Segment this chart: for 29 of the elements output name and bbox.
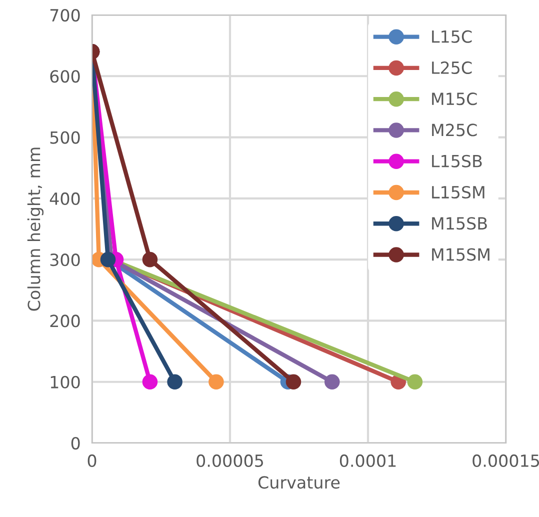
point [208,374,224,390]
legend-label: L15SB [432,154,482,168]
point [324,374,340,390]
legend-label: M15SB [432,217,487,230]
point [142,252,158,268]
y-tick-label: 200 [50,314,80,328]
point [286,374,302,390]
x-tick-label: 0.00015 [472,454,539,468]
legend-label: M15C [432,92,477,106]
point [167,374,182,390]
legend-label: L15SM [432,186,484,199]
y-tick-label: 700 [50,8,80,22]
legend-label: M25C [432,124,477,136]
y-axis-title: Column height, mm [27,148,44,311]
legend-label: M15SM [432,248,490,261]
x-axis-title: Curvature [258,476,340,489]
legend-label: L15C [432,30,472,43]
x-tick-label: 0 [88,454,96,468]
y-tick-label: 400 [50,192,80,205]
y-tick-label: 500 [50,131,80,144]
x-tick-label: 0.00005 [196,454,264,468]
x-tick-label: 0.0001 [340,454,396,468]
point [407,374,423,390]
y-tick-label: 0 [71,436,80,450]
legend-label: L25C [432,61,472,74]
point [142,374,158,390]
y-tick-label: 100 [50,376,80,388]
y-tick-label: 300 [50,254,80,266]
y-tick-label: 600 [50,70,80,83]
